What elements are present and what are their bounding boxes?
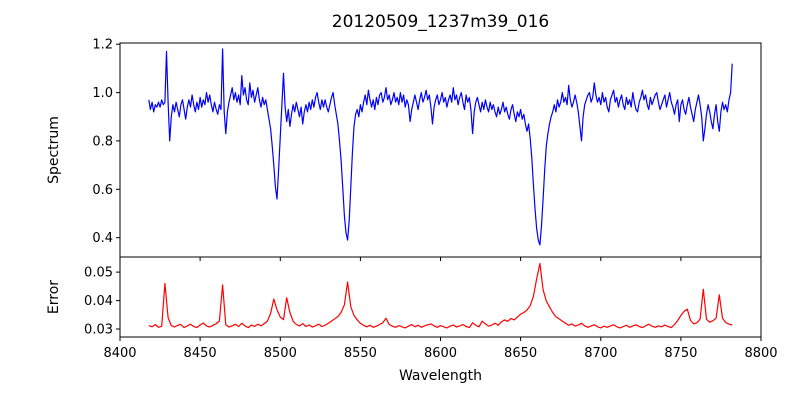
spectrum-axes-border: [119, 42, 762, 258]
y-tick-label: 1.2: [92, 38, 113, 53]
x-tick-label: 8800: [744, 346, 777, 361]
spectrum-y-axis-label: Spectrum: [46, 116, 62, 184]
error-y-axis-label: Error: [46, 279, 62, 315]
x-tick-label: 8500: [264, 346, 297, 361]
x-tick-label: 8550: [344, 346, 377, 361]
y-tick-label: 0.04: [84, 294, 113, 309]
spectrum-line: [148, 48, 733, 246]
y-tick-label: 0.03: [84, 323, 113, 338]
y-tick-label: 1.0: [92, 86, 113, 101]
y-tick-label: 0.8: [92, 134, 113, 149]
x-tick-label: 8400: [103, 346, 136, 361]
x-tick-label: 8650: [504, 346, 537, 361]
y-tick-label: 0.4: [92, 231, 113, 246]
y-tick-label: 0.6: [92, 183, 113, 198]
x-tick-label: 8450: [184, 346, 217, 361]
error-line: [148, 262, 733, 329]
x-tick-label: 8750: [664, 346, 697, 361]
x-tick-label: 8700: [584, 346, 617, 361]
chart-title: 20120509_1237m39_016: [331, 12, 550, 32]
x-tick-label: 8600: [424, 346, 457, 361]
error-axes-border: [119, 256, 762, 338]
y-tick-label: 0.05: [84, 266, 113, 281]
x-axis-label: Wavelength: [398, 368, 483, 384]
